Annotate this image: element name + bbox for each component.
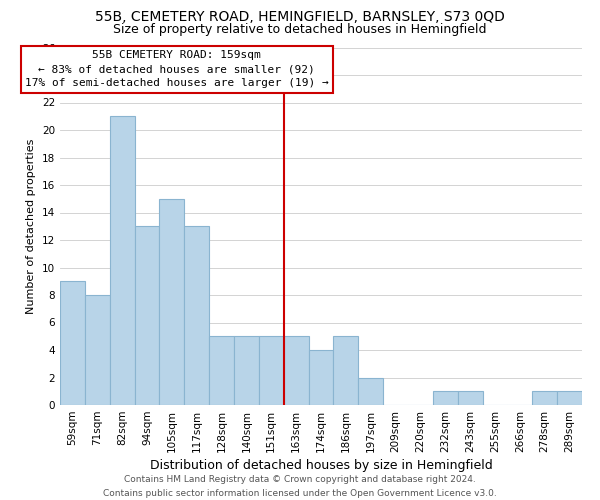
Text: Contains HM Land Registry data © Crown copyright and database right 2024.
Contai: Contains HM Land Registry data © Crown c… <box>103 476 497 498</box>
Text: 55B, CEMETERY ROAD, HEMINGFIELD, BARNSLEY, S73 0QD: 55B, CEMETERY ROAD, HEMINGFIELD, BARNSLE… <box>95 10 505 24</box>
Bar <box>532 392 557 405</box>
Bar <box>308 350 334 405</box>
Text: Size of property relative to detached houses in Hemingfield: Size of property relative to detached ho… <box>113 22 487 36</box>
Bar <box>557 392 582 405</box>
Bar <box>358 378 383 405</box>
Bar <box>458 392 482 405</box>
Bar <box>184 226 209 405</box>
Bar <box>134 226 160 405</box>
Bar <box>433 392 458 405</box>
Bar <box>234 336 259 405</box>
Bar <box>110 116 134 405</box>
Text: 55B CEMETERY ROAD: 159sqm
← 83% of detached houses are smaller (92)
17% of semi-: 55B CEMETERY ROAD: 159sqm ← 83% of detac… <box>25 50 329 88</box>
Bar <box>85 295 110 405</box>
Bar <box>334 336 358 405</box>
X-axis label: Distribution of detached houses by size in Hemingfield: Distribution of detached houses by size … <box>149 459 493 472</box>
Bar <box>284 336 308 405</box>
Bar <box>259 336 284 405</box>
Y-axis label: Number of detached properties: Number of detached properties <box>26 138 37 314</box>
Bar <box>60 281 85 405</box>
Bar <box>209 336 234 405</box>
Bar <box>160 198 184 405</box>
